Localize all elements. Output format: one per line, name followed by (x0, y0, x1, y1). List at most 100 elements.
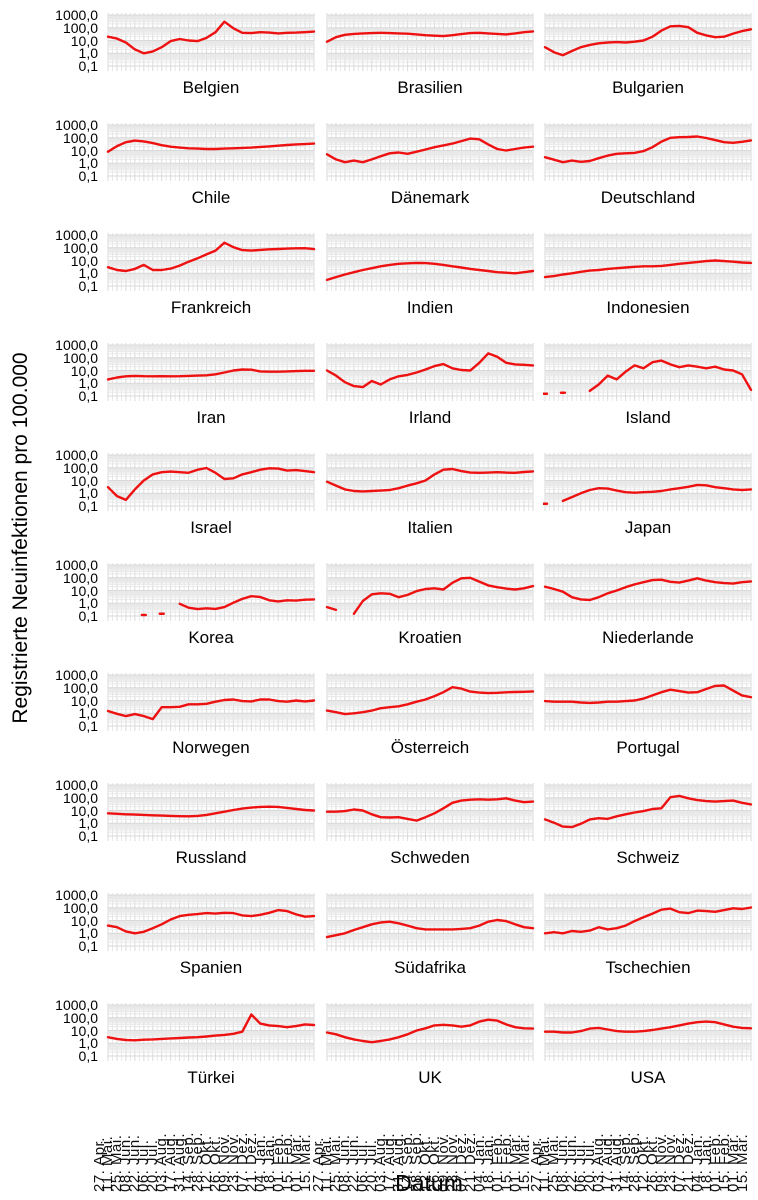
panel-plot-area (543, 1003, 753, 1061)
panel-title-island: Island (625, 408, 671, 427)
y-tick-label: 1000,0 (55, 337, 98, 353)
y-axis-ticks: 1000,0 100,0 10,0 1,0 0,1 (28, 448, 100, 513)
panel-plot-area (543, 783, 753, 841)
panel-chile (106, 122, 316, 182)
y-tick-label: 0,1 (78, 168, 98, 184)
panel-irland (325, 342, 535, 402)
panel-tschechien (543, 892, 753, 952)
panel-usa (543, 1002, 753, 1062)
y-tick-label: 1,0 (78, 265, 98, 282)
y-tick-label: 0,1 (78, 388, 98, 404)
panel-plot-area (106, 1003, 316, 1061)
panel-title-schweiz: Schweiz (616, 848, 680, 867)
y-tick-label: 1,0 (78, 595, 98, 612)
panel-title-suedafrika: Südafrika (394, 958, 466, 977)
panel-plot-area (325, 123, 535, 181)
panel-plot-area (325, 563, 535, 621)
panel-deutschland (543, 122, 753, 182)
panel-plot-area (543, 343, 753, 401)
panel-plot-area (543, 453, 753, 511)
y-axis-ticks: 1000,0 100,0 10,0 1,0 0,1 (28, 118, 100, 184)
panel-title-indien: Indien (406, 298, 454, 317)
panel-title-indonesien: Indonesien (606, 298, 690, 317)
y-tick-label: 1000,0 (55, 997, 98, 1013)
panel-plot-area (325, 893, 535, 951)
panel-plot-area (543, 673, 753, 731)
panel-plot-area (325, 13, 535, 71)
panel-plot-area (325, 233, 535, 291)
y-tick-label: 10,0 (70, 362, 98, 379)
y-tick-label: 1000,0 (55, 117, 98, 133)
panel-japan (543, 452, 753, 512)
panel-plot-area (325, 673, 535, 731)
y-tick-label: 10,0 (70, 912, 98, 929)
panel-title-deutschland: Deutschland (600, 188, 696, 207)
y-tick-label: 10,0 (70, 142, 98, 159)
y-tick-label: 1000,0 (55, 227, 98, 243)
y-tick-label: 0,1 (78, 828, 98, 844)
y-tick-label: 100,0 (62, 789, 98, 806)
panel-title-iran: Iran (196, 408, 226, 427)
panel-portugal (543, 672, 753, 732)
y-tick-label: 10,0 (70, 472, 98, 489)
y-tick-label: 0,1 (78, 278, 98, 294)
panel-plot-area (106, 233, 316, 291)
panel-plot-area (543, 563, 753, 621)
panel-title-japan: Japan (624, 518, 672, 537)
panel-italien (325, 452, 535, 512)
y-tick-label: 1000,0 (55, 777, 98, 793)
x-tick-label: 15. Mär. (733, 1133, 751, 1192)
panel-title-belgien: Belgien (182, 78, 240, 97)
panel-title-tschechien: Tschechien (605, 958, 691, 977)
panel-title-usa: USA (630, 1068, 666, 1087)
y-tick-label: 100,0 (62, 459, 98, 476)
panel-title-brasilien: Brasilien (397, 78, 463, 97)
y-tick-label: 10,0 (70, 582, 98, 599)
y-axis-ticks: 1000,0 100,0 10,0 1,0 0,1 (28, 338, 100, 404)
y-tick-label: 1,0 (78, 45, 98, 62)
y-tick-label: 100,0 (62, 569, 98, 586)
panel-title-italien: Italien (407, 518, 453, 537)
y-tick-label: 10,0 (70, 252, 98, 269)
y-tick-label: 1,0 (78, 815, 98, 832)
y-tick-label: 1,0 (78, 375, 98, 392)
y-tick-label: 0,1 (78, 938, 98, 954)
panel-title-niederlande: Niederlande (602, 628, 694, 647)
y-axis-ticks: 1000,0 100,0 10,0 1,0 0,1 (28, 558, 100, 623)
panel-uk (325, 1002, 535, 1062)
panel-title-chile: Chile (191, 188, 231, 207)
y-axis-ticks: 1000,0 100,0 10,0 1,0 0,1 (28, 668, 100, 733)
panel-plot-area (325, 343, 535, 401)
panel-schweden (325, 782, 535, 842)
y-tick-label: 1000,0 (55, 447, 98, 463)
y-tick-label: 1,0 (78, 485, 98, 502)
y-tick-label: 1,0 (78, 705, 98, 722)
panel-title-kroatien: Kroatien (398, 628, 462, 647)
y-tick-label: 100,0 (62, 349, 98, 366)
panel-plot-area (325, 1003, 535, 1061)
panel-bulgarien (543, 12, 753, 72)
panel-schweiz (543, 782, 753, 842)
y-tick-label: 0,1 (78, 58, 98, 74)
y-tick-label: 1,0 (78, 925, 98, 942)
panel-korea (106, 562, 316, 622)
y-tick-label: 1,0 (78, 1035, 98, 1052)
panel-title-norwegen: Norwegen (172, 738, 250, 757)
panel-daenemark (325, 122, 535, 182)
y-tick-label: 0,1 (78, 1048, 98, 1064)
y-tick-label: 100,0 (62, 899, 98, 916)
panel-title-spanien: Spanien (179, 958, 243, 977)
panel-plot-area (325, 783, 535, 841)
panel-title-korea: Korea (188, 628, 234, 647)
y-tick-label: 1000,0 (55, 667, 98, 683)
y-axis-ticks: 1000,0 100,0 10,0 1,0 0,1 (28, 888, 100, 954)
panel-oesterreich (325, 672, 535, 732)
panel-title-oesterreich: Österreich (390, 738, 470, 757)
panel-title-israel: Israel (190, 518, 232, 537)
panel-indonesien (543, 232, 753, 292)
panel-title-frankreich: Frankreich (170, 298, 252, 317)
panel-plot-area (543, 13, 753, 71)
panel-russland (106, 782, 316, 842)
panel-plot-area (106, 123, 316, 181)
